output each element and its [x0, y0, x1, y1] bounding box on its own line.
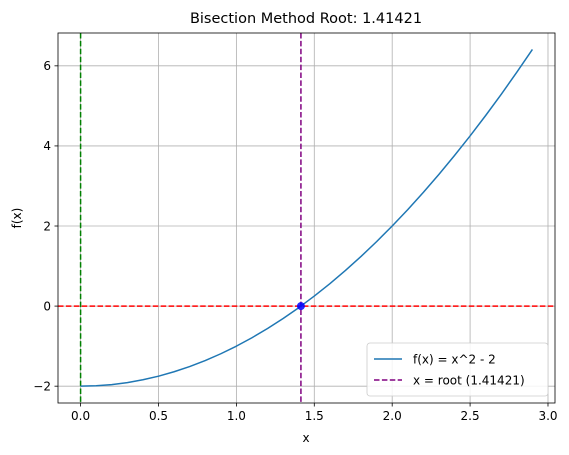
y-tick-label-3: 4: [43, 139, 51, 153]
axes-frame: [57, 32, 556, 404]
plot-area: [58, 33, 555, 403]
x-axis-label: x: [302, 431, 309, 445]
x-tick-label-1: 0.5: [149, 409, 168, 423]
chart-title: Bisection Method Root: 1.41421: [190, 11, 422, 27]
y-tick-label-1: 0: [43, 299, 51, 313]
y-tick-label-4: 6: [43, 59, 51, 73]
root-point: [296, 302, 305, 311]
x-tick-label-3: 1.5: [305, 409, 324, 423]
legend-label-0: f(x) = x^2 - 2: [413, 352, 496, 366]
legend: f(x) = x^2 - 2 x = root (1.41421): [366, 342, 549, 397]
legend-box: [366, 342, 549, 397]
y-tick-label-0: −2: [33, 379, 51, 393]
x-tick-label-5: 2.5: [461, 409, 480, 423]
x-tick-label-6: 3.0: [538, 409, 557, 423]
x-tick-label-2: 1.0: [227, 409, 246, 423]
ticks: 0.0 0.5 1.0 1.5 2.0 2.5 3.0 −2 0 2 4 6: [33, 59, 557, 423]
x-tick-label-0: 0.0: [71, 409, 90, 423]
x-tick-label-4: 2.0: [383, 409, 402, 423]
y-axis-label: f(x): [10, 208, 24, 229]
series-line-0: [80, 48, 534, 387]
y-tick-label-2: 2: [43, 219, 51, 233]
legend-label-1: x = root (1.41421): [413, 373, 525, 387]
